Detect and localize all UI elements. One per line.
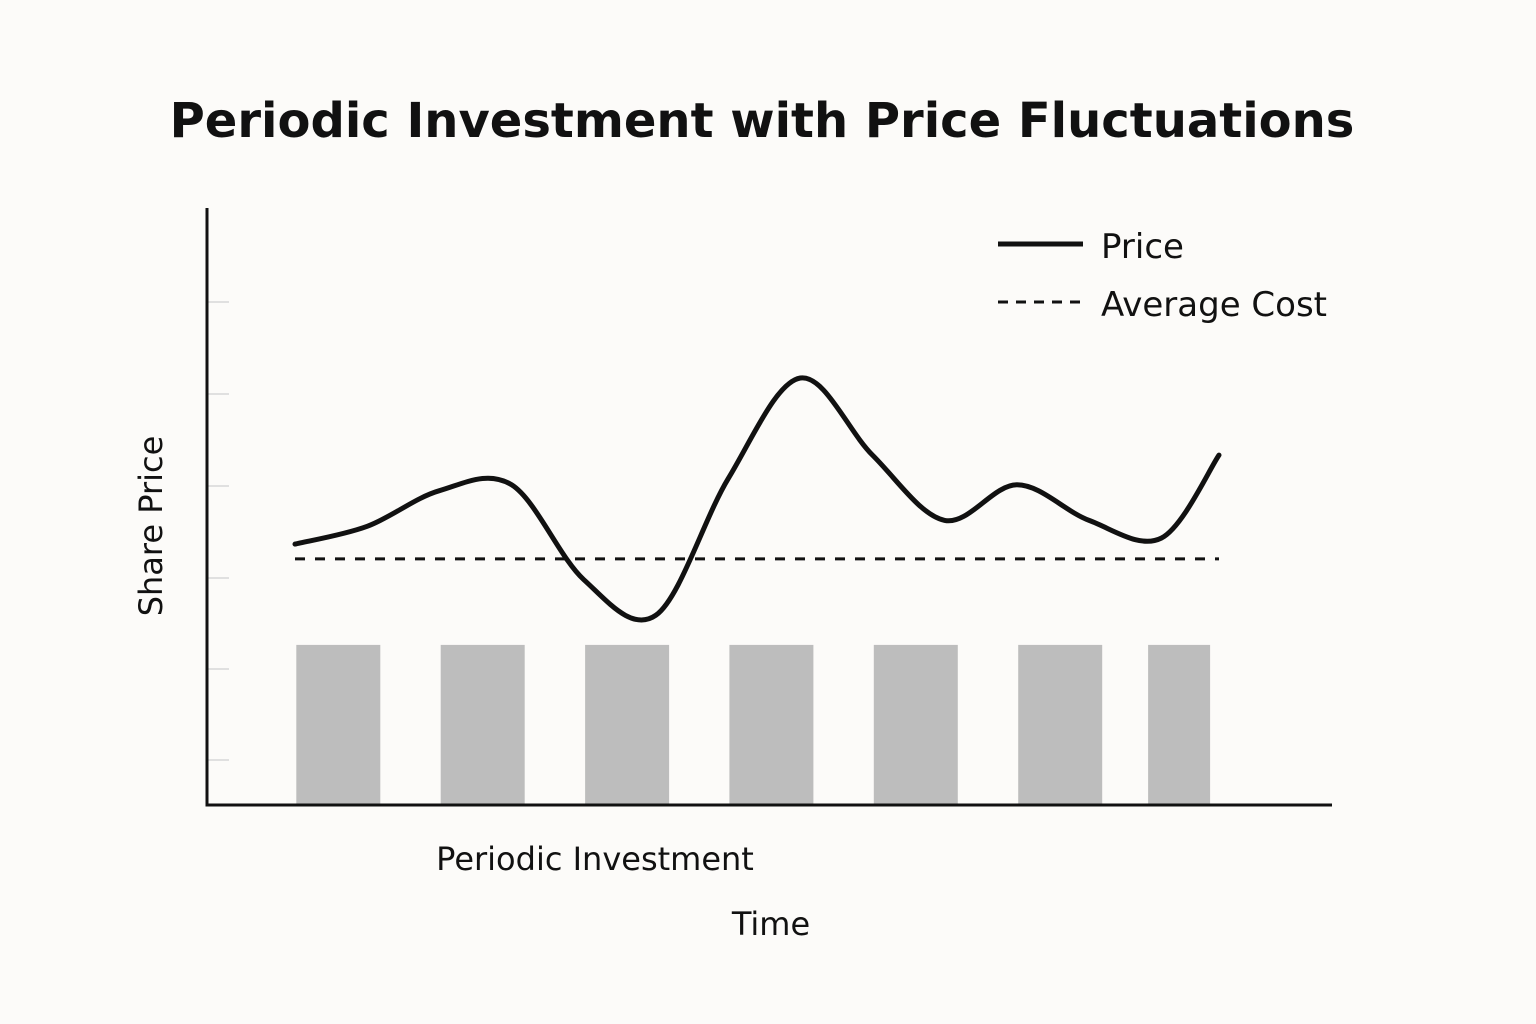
investment-bar [585, 644, 670, 805]
y-axis-ticks [207, 301, 229, 761]
investment-bar [873, 644, 958, 805]
legend-average-label: Average Cost [1101, 285, 1327, 325]
y-axis-label: Share Price [132, 436, 170, 617]
legend: Price Average Cost [998, 227, 1327, 325]
bar-series-label: Periodic Investment [436, 840, 754, 878]
series-lines [292, 375, 1222, 623]
axes [205, 208, 1332, 807]
chart-title: Periodic Investment with Price Fluctuati… [170, 93, 1355, 149]
investment-bar [1148, 644, 1211, 805]
investment-bar [1018, 644, 1103, 805]
x-axis-label: Time [731, 905, 810, 943]
price-line [292, 375, 1222, 623]
investment-bar [729, 644, 814, 805]
legend-price-label: Price [1101, 227, 1184, 267]
investment-bar [296, 644, 381, 805]
investment-bars [296, 644, 1211, 805]
investment-bar [440, 644, 525, 805]
